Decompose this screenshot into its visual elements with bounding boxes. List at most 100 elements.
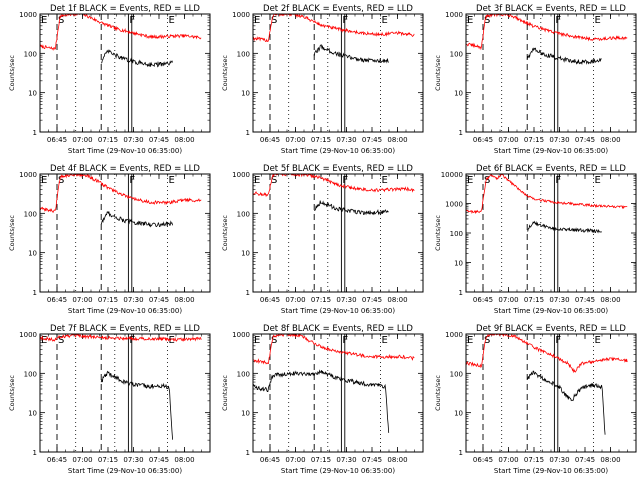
x-tick-label: 07:45: [149, 456, 169, 464]
y-tick-label: 100: [450, 230, 463, 238]
event-marker-label: S: [271, 335, 277, 346]
series-black-events-line: [526, 370, 606, 435]
panel-det-9: Det 9f BLACK = Events, RED = LLD Counts/s…: [434, 324, 637, 475]
y-axis-label: Counts/sec: [434, 375, 442, 411]
x-tick-label: 07:15: [524, 456, 544, 464]
x-tick-label: 06:45: [260, 296, 280, 304]
series-red-lld-line: [253, 334, 415, 365]
x-tick-label: 08:00: [174, 296, 194, 304]
x-tick-label: 06:45: [473, 296, 493, 304]
x-tick-label: 08:00: [387, 456, 407, 464]
event-marker-label: E: [382, 175, 388, 186]
y-tick-label: 1000: [445, 201, 463, 209]
x-tick-label: 08:00: [387, 296, 407, 304]
x-tick-label: 07:15: [524, 136, 544, 144]
plot-frame: [252, 333, 424, 453]
plot-frame: [39, 13, 211, 133]
y-axis-label: Counts/sec: [434, 215, 442, 251]
x-tick-label: 07:00: [285, 456, 305, 464]
panel-title: Det 2f BLACK = Events, RED = LLD: [263, 4, 413, 14]
event-marker-label: E: [467, 15, 473, 26]
y-tick-label: 1000: [232, 331, 250, 339]
panel-title: Det 1f BLACK = Events, RED = LLD: [50, 4, 200, 14]
y-tick-label: 1: [33, 289, 37, 297]
y-tick-label: 1: [33, 449, 37, 457]
x-tick-label: 07:45: [362, 136, 382, 144]
plot-frame: [252, 173, 424, 293]
event-marker-label: E: [254, 15, 260, 26]
y-tick-label: 10: [28, 410, 37, 418]
y-axis-label: Counts/sec: [8, 55, 16, 91]
x-tick-label: 07:15: [524, 296, 544, 304]
event-marker-label: F: [129, 15, 135, 26]
x-tick-label: 07:30: [123, 296, 143, 304]
y-tick-label: 10000: [441, 171, 463, 179]
y-tick-label: 100: [450, 370, 463, 378]
series-black-events-line: [100, 211, 173, 228]
x-axis-label: Start Time (29-Nov-10 06:35:00): [494, 467, 608, 475]
y-axis-label: Counts/sec: [221, 375, 229, 411]
x-tick-label: 07:15: [311, 136, 331, 144]
y-tick-label: 100: [24, 50, 37, 58]
x-tick-label: 08:00: [174, 136, 194, 144]
y-axis-label: Counts/sec: [221, 215, 229, 251]
series-black-events-line: [527, 220, 602, 234]
x-axis-label: Start Time (29-Nov-10 06:35:00): [68, 147, 182, 155]
x-tick-label: 07:00: [498, 296, 518, 304]
y-tick-label: 10: [454, 410, 463, 418]
x-tick-label: 07:15: [311, 456, 331, 464]
series-red-lld-line: [466, 14, 628, 51]
y-tick-label: 100: [237, 370, 250, 378]
event-marker-label: E: [467, 335, 473, 346]
event-marker-label: E: [382, 15, 388, 26]
panel-det-7: Det 7f BLACK = Events, RED = LLD Counts/s…: [8, 324, 211, 475]
x-tick-label: 07:15: [98, 456, 118, 464]
y-tick-label: 1000: [19, 11, 37, 19]
x-tick-label: 08:00: [600, 136, 620, 144]
y-tick-label: 100: [24, 370, 37, 378]
y-axis-label: Counts/sec: [221, 55, 229, 91]
y-axis-label: Counts/sec: [8, 215, 16, 251]
y-tick-label: 1: [33, 129, 37, 137]
panel-det-8: Det 8f BLACK = Events, RED = LLD Counts/s…: [221, 324, 424, 475]
event-marker-label: S: [58, 335, 64, 346]
y-tick-label: 10: [28, 90, 37, 98]
y-tick-label: 1000: [19, 331, 37, 339]
plot-frame: [39, 173, 211, 293]
x-tick-label: 07:00: [285, 296, 305, 304]
x-tick-label: 07:45: [575, 296, 595, 304]
event-marker-label: S: [484, 15, 490, 26]
event-marker-label: E: [169, 335, 175, 346]
y-tick-label: 1: [459, 449, 463, 457]
x-tick-label: 06:45: [47, 456, 67, 464]
event-marker-label: E: [41, 15, 47, 26]
event-marker-label: E: [169, 175, 175, 186]
event-marker-label: F: [129, 175, 135, 186]
event-marker-label: S: [484, 335, 490, 346]
y-tick-label: 1000: [445, 11, 463, 19]
x-tick-label: 08:00: [600, 456, 620, 464]
y-tick-label: 1: [459, 289, 463, 297]
event-marker-label: E: [595, 175, 601, 186]
panel-det-1: Det 1f BLACK = Events, RED = LLD Counts/s…: [8, 4, 211, 155]
panel-det-6: Det 6f BLACK = Events, RED = LLD Counts/s…: [434, 164, 637, 315]
event-marker-label: E: [169, 15, 175, 26]
series-black-events-line: [100, 49, 173, 68]
y-tick-label: 10: [241, 90, 250, 98]
series-red-lld-line: [253, 14, 415, 42]
panel-det-5: Det 5f BLACK = Events, RED = LLD Counts/s…: [221, 164, 424, 315]
x-tick-label: 06:45: [473, 456, 493, 464]
series-red-lld-line: [40, 334, 202, 342]
y-tick-label: 100: [237, 210, 250, 218]
x-tick-label: 07:30: [549, 136, 569, 144]
y-tick-label: 1000: [232, 11, 250, 19]
panel-det-3: Det 3f BLACK = Events, RED = LLD Counts/s…: [434, 4, 637, 155]
x-tick-label: 07:00: [72, 296, 92, 304]
y-tick-label: 100: [237, 50, 250, 58]
y-tick-label: 10: [28, 250, 37, 258]
event-marker-label: F: [342, 175, 348, 186]
panel-title: Det 6f BLACK = Events, RED = LLD: [476, 164, 626, 174]
panel-title: Det 3f BLACK = Events, RED = LLD: [476, 4, 626, 14]
series-red-lld-line: [466, 334, 628, 374]
